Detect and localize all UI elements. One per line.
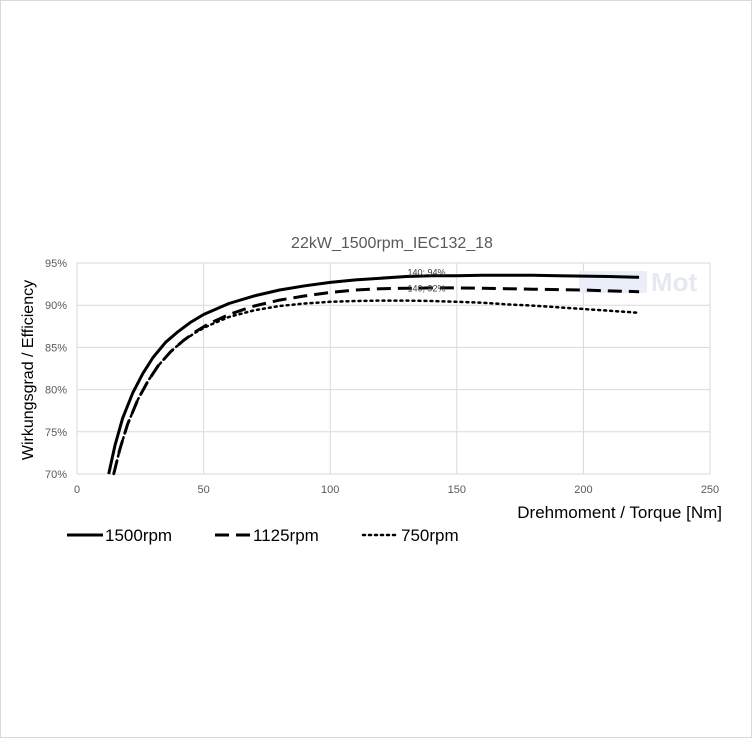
x-tick-label: 100 — [321, 484, 339, 496]
x-tick-label: 250 — [701, 484, 719, 496]
legend-label-750rpm: 750rpm — [401, 526, 459, 545]
x-tick-label: 50 — [197, 484, 209, 496]
x-axis-label: Drehmoment / Torque [Nm] — [517, 503, 722, 522]
watermark-text: Mot — [651, 267, 698, 297]
y-tick-label: 90% — [45, 300, 67, 312]
x-tick-label: 200 — [574, 484, 592, 496]
y-tick-label: 95% — [45, 258, 67, 270]
data-label: 140; 94% — [407, 267, 445, 277]
series-line-1125rpm — [112, 286, 640, 475]
chart-title: 22kW_1500rpm_IEC132_18 — [291, 235, 493, 252]
legend-label-1500rpm: 1500rpm — [105, 526, 172, 545]
data-label: 140; 92% — [407, 283, 445, 293]
x-tick-label: 150 — [448, 484, 466, 496]
y-axis-label: Wirkungsgrad / Efficiency — [20, 280, 37, 460]
y-tick-label: 70% — [45, 469, 67, 481]
data-annotations: 140; 94% 140; 92% — [407, 267, 445, 293]
y-tick-label: 75% — [45, 427, 67, 439]
series-lines — [107, 273, 641, 476]
legend-label-1125rpm: 1125rpm — [253, 526, 319, 545]
y-tick-label: 80% — [45, 385, 67, 397]
y-tick-label: 85% — [45, 342, 67, 354]
series-line-1500rpm — [107, 273, 640, 475]
axes: 0 50 100 150 200 250 70% 75% 80% 85% 90% 95% — [45, 258, 719, 496]
legend: 1500rpm 1125rpm 750rpm — [67, 526, 459, 545]
x-tick-label: 0 — [74, 484, 80, 496]
series-line-750rpm — [112, 299, 641, 476]
grid-lines — [76, 262, 711, 475]
